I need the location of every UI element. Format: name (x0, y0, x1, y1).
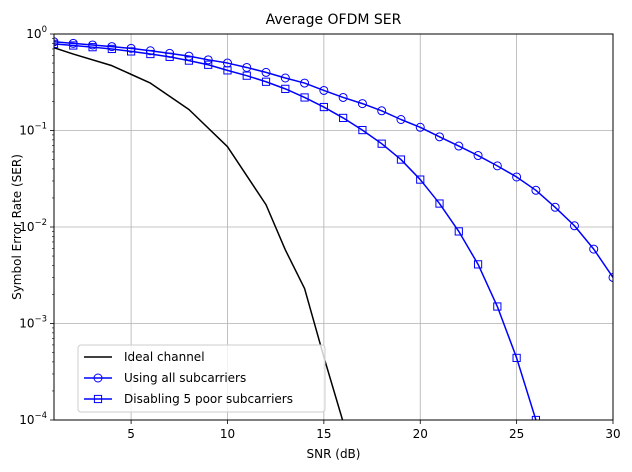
data-point (300, 78, 310, 88)
data-point (223, 66, 232, 75)
data-point (454, 141, 464, 151)
chart-title: Average OFDM SER (266, 12, 402, 28)
data-point (88, 43, 97, 52)
data-point (473, 260, 483, 269)
data-point (416, 175, 425, 184)
data-point (319, 102, 328, 112)
x-axis: 5 10 15 20 25 30 (127, 420, 621, 441)
data-point (261, 77, 271, 86)
y-tick-label: 100 (26, 25, 47, 41)
data-point (107, 44, 116, 54)
data-point (338, 92, 348, 102)
data-point (377, 139, 386, 148)
data-point (281, 84, 290, 93)
data-point (242, 62, 252, 72)
x-tick-label: 15 (316, 427, 331, 441)
y-axis: 10−4 10−3 10−2 10−1 100 (19, 25, 54, 427)
data-point (203, 55, 213, 65)
data-point (165, 52, 174, 61)
legend-item: Ideal channel (84, 350, 205, 364)
data-point (339, 113, 348, 123)
data-point (396, 115, 406, 125)
series-1 (54, 37, 613, 282)
y-tick-label: 10−2 (19, 218, 47, 234)
data-point (127, 47, 136, 56)
y-tick-label: 10−4 (19, 411, 47, 427)
x-tick-label: 20 (413, 427, 428, 441)
series-2 (54, 39, 540, 420)
x-tick-label: 30 (605, 427, 620, 441)
legend-item: Disabling 5 poor subcarriers (84, 392, 293, 406)
legend: Ideal channel Using all subcarriers Disabl… (77, 344, 326, 413)
data-point (204, 60, 213, 69)
data-point (608, 272, 613, 282)
data-point (300, 93, 309, 102)
legend-label: Ideal channel (124, 350, 205, 364)
data-point (454, 227, 463, 236)
data-point (492, 161, 502, 171)
x-axis-label: SNR (dB) (307, 447, 361, 461)
data-point (435, 132, 445, 142)
data-point (473, 151, 483, 161)
x-tick-label: 25 (509, 427, 524, 441)
y-axis-label: Symbol Error Rate (SER) (10, 154, 24, 300)
data-point (493, 302, 502, 311)
data-point (415, 122, 425, 132)
y-tick-label: 10−1 (19, 122, 47, 138)
data-point (512, 353, 521, 363)
data-point (589, 244, 599, 254)
data-point (396, 155, 406, 164)
legend-label: Using all subcarriers (124, 371, 246, 385)
legend-item: Using all subcarriers (84, 371, 246, 385)
data-point (550, 202, 560, 212)
data-point (377, 106, 387, 116)
data-point (569, 221, 579, 231)
series-0 (54, 47, 344, 420)
data-point (357, 99, 367, 109)
legend-label: Disabling 5 poor subcarriers (124, 392, 293, 406)
legend-marker (93, 373, 103, 383)
data-point (512, 172, 522, 182)
series-line (54, 47, 344, 420)
x-tick-label: 5 (127, 427, 135, 441)
data-point (261, 67, 271, 77)
legend-box (77, 344, 326, 413)
data-point (146, 49, 155, 59)
data-point (69, 41, 78, 50)
data-point (280, 73, 290, 83)
data-point (531, 185, 541, 195)
series-layer (54, 37, 613, 420)
data-point (319, 85, 329, 95)
x-tick-label: 10 (220, 427, 235, 441)
data-point (358, 125, 367, 135)
y-tick-label: 10−3 (19, 315, 47, 331)
legend-marker (93, 394, 103, 404)
data-point (184, 56, 194, 65)
data-point (242, 71, 251, 80)
data-point (435, 199, 444, 208)
